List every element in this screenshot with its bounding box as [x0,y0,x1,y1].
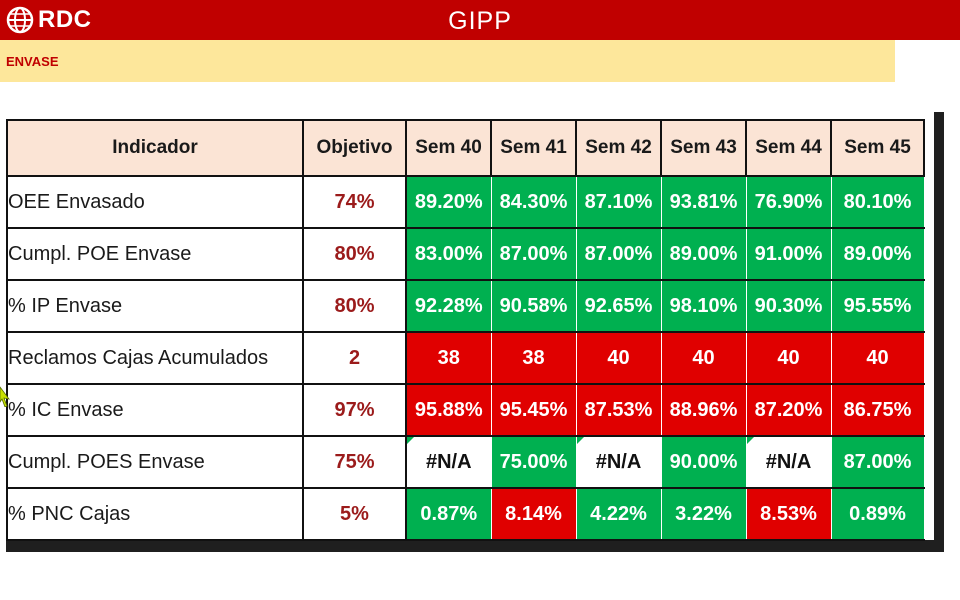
week-value-cell: 98.10% [660,279,747,333]
column-header-indicador: Indicador [6,119,304,177]
week-value-cell: 87.20% [745,383,832,437]
week-value-cell: 90.58% [490,279,577,333]
week-value-cell: 87.00% [490,227,577,281]
column-header-week: Sem 41 [490,119,577,177]
week-value-cell: 95.45% [490,383,577,437]
table-row: Reclamos Cajas Acumulados 2 38 38 40 40 40 40 [6,331,925,385]
week-value-cell: 76.90% [745,175,832,229]
column-header-week: Sem 44 [745,119,832,177]
week-value-cell: 90.00% [660,435,747,489]
week-value-cell: 83.00% [405,227,492,281]
week-value-cell: 8.53% [745,487,832,541]
column-header-objetivo: Objetivo [302,119,407,177]
week-value-cell: 40 [830,331,925,385]
cursor-pointer-icon [0,386,10,407]
target-value: 74% [302,175,407,229]
target-value: 80% [302,227,407,281]
week-value-cell: 40 [575,331,662,385]
target-value: 75% [302,435,407,489]
week-value-cell: 95.55% [830,279,925,333]
week-value-cell: 90.30% [745,279,832,333]
week-value-cell: 93.81% [660,175,747,229]
page-title: GIPP [448,7,512,35]
target-value: 2 [302,331,407,385]
target-value: 97% [302,383,407,437]
week-value-cell: 95.88% [405,383,492,437]
table-header-row: Indicador Objetivo Sem 40 Sem 41 Sem 42 … [6,119,925,177]
table-shadow-right [934,112,944,552]
table-row: Cumpl. POE Envase 80% 83.00% 87.00% 87.00% 89… [6,227,925,281]
week-value-cell: 88.96% [660,383,747,437]
week-value-cell: 80.10% [830,175,925,229]
brand-logo: RDC [6,5,92,35]
section-label: ENVASE [6,54,59,69]
table-row: Cumpl. POES Envase 75% #N/A 75.00% #N/A 90.00… [6,435,925,489]
indicator-name: Cumpl. POES Envase [6,435,304,489]
week-value-cell: 0.87% [405,487,492,541]
week-value-cell: 87.10% [575,175,662,229]
indicator-name: OEE Envasado [6,175,304,229]
brand-name: RDC [38,6,92,33]
week-value-cell: #N/A [745,435,832,489]
column-header-week: Sem 42 [575,119,662,177]
week-value-cell: 0.89% [830,487,925,541]
week-value-cell: 3.22% [660,487,747,541]
week-value-cell: 89.20% [405,175,492,229]
column-header-week: Sem 45 [830,119,925,177]
week-value-cell: 87.00% [575,227,662,281]
week-value-cell: 40 [745,331,832,385]
week-value-cell: 87.00% [830,435,925,489]
week-value-cell: 92.65% [575,279,662,333]
indicator-name: % IP Envase [6,279,304,333]
week-value-cell: #N/A [405,435,492,489]
week-value-cell: 38 [405,331,492,385]
kpi-table: Indicador Objetivo Sem 40 Sem 41 Sem 42 … [6,119,925,541]
table-row: OEE Envasado 74% 89.20% 84.30% 87.10% 93.81% 7… [6,175,925,229]
week-value-cell: 89.00% [830,227,925,281]
week-value-cell: 8.14% [490,487,577,541]
week-value-cell: 87.53% [575,383,662,437]
indicator-name: % IC Envase [6,383,304,437]
week-value-cell: 40 [660,331,747,385]
top-bar: RDC GIPP [0,0,960,40]
column-header-week: Sem 43 [660,119,747,177]
week-value-cell: 91.00% [745,227,832,281]
week-value-cell: 84.30% [490,175,577,229]
week-value-cell: 86.75% [830,383,925,437]
week-value-cell: 38 [490,331,577,385]
table-shadow-bottom [6,540,944,552]
table-row: % PNC Cajas 5% 0.87% 8.14% 4.22% 3.22% 8.53% 0.… [6,487,925,541]
indicator-name: % PNC Cajas [6,487,304,541]
week-value-cell: #N/A [575,435,662,489]
indicator-name: Reclamos Cajas Acumulados [6,331,304,385]
table-row: % IC Envase 97% 95.88% 95.45% 87.53% 88.96% 87… [6,383,925,437]
week-value-cell: 92.28% [405,279,492,333]
week-value-cell: 75.00% [490,435,577,489]
section-banner: ENVASE [0,40,895,82]
week-value-cell: 4.22% [575,487,662,541]
column-header-week: Sem 40 [405,119,492,177]
globe-icon [6,6,34,34]
table-row: % IP Envase 80% 92.28% 90.58% 92.65% 98.10% 90… [6,279,925,333]
week-value-cell: 89.00% [660,227,747,281]
target-value: 5% [302,487,407,541]
indicator-name: Cumpl. POE Envase [6,227,304,281]
target-value: 80% [302,279,407,333]
